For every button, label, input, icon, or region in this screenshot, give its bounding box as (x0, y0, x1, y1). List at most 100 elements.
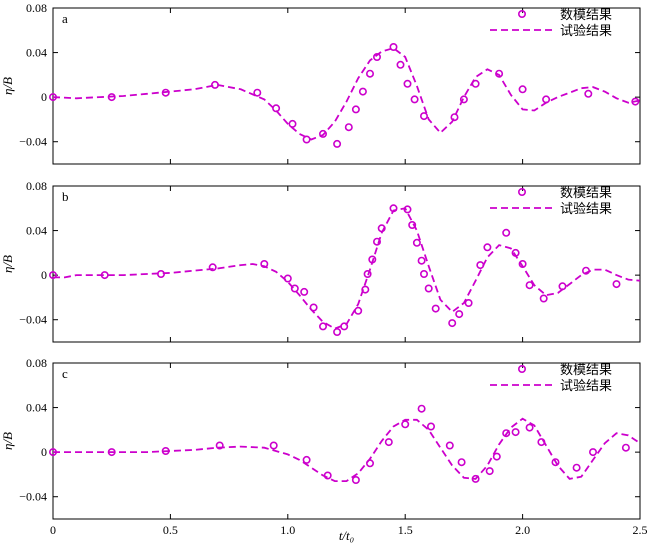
data-point (358, 87, 367, 96)
data-point (612, 280, 621, 289)
data-point (260, 259, 269, 268)
data-point (525, 423, 534, 432)
data-point (372, 237, 381, 246)
data-point (471, 474, 480, 483)
plot-frame (52, 7, 641, 165)
panel-label: a (62, 11, 68, 26)
panel-label: b (62, 189, 69, 204)
data-point (365, 69, 374, 78)
legend-label: 试验结果 (560, 378, 612, 394)
data-point (511, 428, 520, 437)
data-point (403, 205, 412, 214)
data-point (417, 404, 426, 413)
data-point (539, 294, 548, 303)
data-point (572, 463, 581, 472)
y-tick-label: 0.08 (26, 356, 47, 370)
legend-label: 试验结果 (560, 201, 612, 217)
data-point (333, 327, 342, 336)
legend-label: 试验结果 (560, 23, 612, 39)
data-point (542, 95, 551, 104)
data-point (457, 458, 466, 467)
data-point (300, 287, 309, 296)
legend-marker-circle (517, 10, 526, 19)
y-tick-label: 0.04 (26, 224, 47, 238)
legend-marker-circle (517, 364, 526, 373)
data-point (492, 452, 501, 461)
data-point (588, 448, 597, 457)
plot-frame (52, 185, 641, 343)
data-point (551, 458, 560, 467)
legend-label: 数模结果 (560, 186, 612, 201)
data-point (354, 306, 363, 315)
data-point (584, 89, 593, 98)
x-axis-label: t/t₀ (339, 528, 354, 543)
y-tick-label: 0.04 (26, 401, 47, 415)
data-point (410, 95, 419, 104)
data-point (431, 304, 440, 313)
data-point (318, 322, 327, 331)
data-point (525, 281, 534, 290)
data-point (502, 429, 511, 438)
data-point (396, 60, 405, 69)
data-point (269, 441, 278, 450)
data-point (309, 303, 318, 312)
data-point (450, 113, 459, 122)
data-point (344, 123, 353, 132)
data-point (485, 467, 494, 476)
data-point (419, 269, 428, 278)
data-point (448, 319, 457, 328)
data-point (161, 88, 170, 97)
x-tick-label: 2.0 (515, 523, 530, 537)
data-point (283, 274, 292, 283)
data-point (419, 112, 428, 121)
y-axis-label: η/B (0, 77, 15, 95)
y-tick-label: −0.04 (19, 490, 47, 504)
data-point (412, 238, 421, 247)
data-point (253, 88, 262, 97)
plot-frame (52, 362, 641, 520)
data-point (351, 475, 360, 484)
data-point (302, 135, 311, 144)
data-point (426, 422, 435, 431)
data-point (323, 471, 332, 480)
data-point (401, 420, 410, 429)
data-point (459, 95, 468, 104)
data-point (403, 79, 412, 88)
x-tick-label: 2.5 (633, 523, 648, 537)
data-point (389, 42, 398, 51)
data-point (455, 310, 464, 319)
data-point (417, 256, 426, 265)
data-point (215, 441, 224, 450)
data-point (483, 243, 492, 252)
data-point (333, 139, 342, 148)
y-axis-label: η/B (0, 432, 15, 450)
legend-marker-circle (517, 188, 526, 197)
panel-label: c (62, 366, 68, 381)
data-point (424, 284, 433, 293)
legend-label: 数模结果 (560, 363, 612, 378)
x-tick-label: 0 (50, 523, 56, 537)
x-tick-label: 0.5 (163, 523, 178, 537)
data-point (464, 298, 473, 307)
data-point (384, 438, 393, 447)
data-point (272, 104, 281, 113)
data-point (518, 85, 527, 94)
data-point (408, 221, 417, 230)
series-line-试验结果 (52, 47, 641, 141)
y-tick-label: 0.08 (26, 1, 47, 15)
data-point (351, 105, 360, 114)
legend-label: 数模结果 (560, 8, 612, 23)
data-point (361, 285, 370, 294)
y-tick-label: −0.04 (19, 313, 47, 327)
data-point (445, 441, 454, 450)
y-tick-label: 0 (41, 268, 47, 282)
y-axis-label: η/B (0, 255, 15, 273)
y-tick-label: −0.04 (19, 135, 47, 149)
panel-c: −0.04 0 0.04 0.08 0 0.5 1.0 1.5 2.0 2.5 η/B c 数模结果试验… (0, 356, 648, 537)
data-point (288, 119, 297, 128)
